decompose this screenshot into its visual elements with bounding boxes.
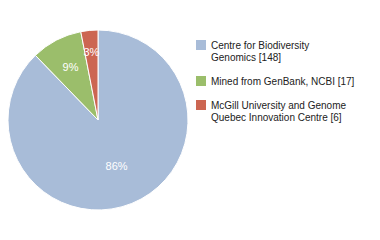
legend-swatch xyxy=(196,76,206,86)
pie-slice xyxy=(81,30,98,120)
pie xyxy=(8,30,188,210)
data-labels: 86% 9% 3% xyxy=(63,46,128,172)
data-label: 3% xyxy=(83,46,99,58)
data-label: 9% xyxy=(63,61,79,73)
legend-label: McGill University and GenomeQuebec Innov… xyxy=(211,100,346,123)
legend: Centre for BiodiversityGenomics [148] Min… xyxy=(196,40,355,123)
legend-label: Centre for BiodiversityGenomics [148] xyxy=(211,40,309,63)
legend-swatch xyxy=(196,40,206,50)
pie-slice xyxy=(8,30,188,210)
chart: 86% 9% 3% Centre for BiodiversityGenomics [… xyxy=(0,0,380,240)
data-label: 86% xyxy=(106,160,128,172)
legend-swatch xyxy=(196,100,206,110)
legend-label: Mined from GenBank, NCBI [17] xyxy=(211,76,355,87)
